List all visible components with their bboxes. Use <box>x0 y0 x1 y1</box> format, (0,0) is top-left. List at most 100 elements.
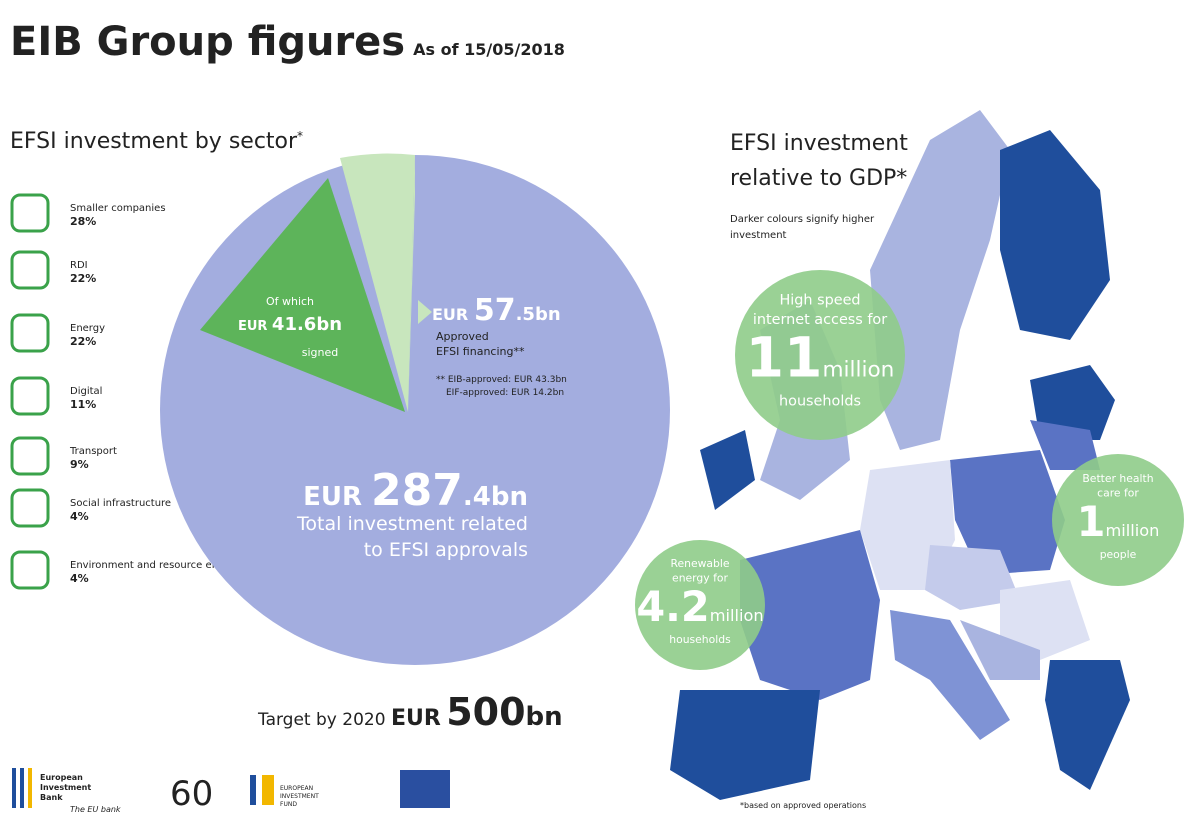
bubble-unit: million <box>822 358 894 383</box>
logos <box>12 768 450 808</box>
total-whole: 287 <box>371 465 463 516</box>
poland <box>950 450 1065 575</box>
sector-list: Smaller companies28%RDI22%Energy22%Digit… <box>10 193 254 590</box>
signed-amount: EUR 41.6bn <box>238 314 342 335</box>
sector-icon <box>10 436 50 476</box>
approved-wedge-edge <box>408 155 415 412</box>
sector-share: 9% <box>70 458 89 471</box>
map-legend: Darker colours signify higher <box>730 214 875 225</box>
pointer <box>418 300 432 324</box>
title-text: EIB Group figures <box>10 19 405 65</box>
date: As of 15/05/2018 <box>413 40 565 59</box>
target: Target by 2020 EUR 500bn <box>257 690 563 734</box>
signed-number: 41.6bn <box>272 314 342 335</box>
total-label: Total investment related <box>296 513 528 535</box>
signed-currency: EUR <box>238 319 267 334</box>
sector-name: Environment and resource efficiency <box>70 560 254 571</box>
logo-text: Bank <box>40 793 63 802</box>
logo-text: INVESTMENT <box>280 793 319 800</box>
logo-60: 60 <box>170 774 213 814</box>
sector-share: 4% <box>70 572 89 585</box>
signed-wedge <box>200 178 405 412</box>
approved-fraction: .5bn <box>516 304 561 325</box>
bubble-number: 1 <box>1077 498 1106 546</box>
sector-heading: EFSI investment by sector* <box>10 129 303 154</box>
total-label: to EFSI approvals <box>364 539 528 561</box>
bubble-text: energy for <box>672 572 728 585</box>
target-number: 500 <box>446 690 525 734</box>
bubble-figure: 1million <box>1077 498 1160 546</box>
map-heading: relative to GDP* <box>730 166 907 191</box>
bubble <box>1052 454 1184 586</box>
bubble-text: care for <box>1097 487 1139 500</box>
bubble-text: Better health <box>1082 472 1153 485</box>
sector-share: 22% <box>70 272 96 285</box>
sector-share: 28% <box>70 215 96 228</box>
sector-icon <box>10 550 50 590</box>
bubble-text: Renewable <box>670 557 729 570</box>
lithuania <box>1030 420 1100 470</box>
approved-currency: EUR <box>432 305 468 324</box>
signed-intro: Of which <box>266 295 314 308</box>
sector-name: Energy <box>70 323 105 334</box>
bubble-text: people <box>1100 548 1137 561</box>
logo-bar <box>262 775 274 805</box>
logo-bar <box>20 768 24 808</box>
france <box>740 530 880 700</box>
sector-heading-text: EFSI investment by sector <box>10 129 298 154</box>
sector-icon <box>10 376 50 416</box>
italy <box>890 610 1010 740</box>
bubble-figure: 11million <box>746 327 895 391</box>
approved-wedge <box>340 153 415 412</box>
sector-icon <box>10 193 50 233</box>
logo-bar <box>12 768 16 808</box>
bubble-text: households <box>779 393 861 409</box>
approved-whole: 57 <box>474 293 516 328</box>
iberia <box>670 690 820 800</box>
bubble-text: internet access for <box>753 312 887 328</box>
map-heading: EFSI investment <box>730 131 908 156</box>
title: EIB Group figures As of 15/05/2018 <box>10 19 565 65</box>
approved-note: EIF-approved: EUR 14.2bn <box>446 388 564 398</box>
logo-text: The EU bank <box>70 805 121 814</box>
target-unit: bn <box>526 702 563 732</box>
logo-text: Investment <box>40 783 91 792</box>
sector-share: 4% <box>70 510 89 523</box>
approved-label: EFSI financing** <box>436 345 525 358</box>
target-label: Target by 2020 <box>257 710 386 730</box>
bubble-text: High speed <box>779 293 860 309</box>
balkans <box>960 620 1040 680</box>
logo-bar <box>28 768 32 808</box>
logo-bar <box>250 775 256 805</box>
bubble-figure: 4.2million <box>636 583 763 631</box>
sector-name: RDI <box>70 260 88 271</box>
total-circle <box>160 155 670 665</box>
signed-suffix: signed <box>302 346 339 359</box>
baltics <box>1030 365 1115 440</box>
sector-name: Social infrastructure <box>70 498 171 509</box>
sector-share: 11% <box>70 398 96 411</box>
ireland <box>700 430 755 510</box>
bubble-number: 11 <box>746 327 823 391</box>
map <box>670 110 1130 800</box>
bubble <box>735 270 905 440</box>
approved-note: ** EIB-approved: EUR 43.3bn <box>436 375 567 385</box>
eu-flag <box>400 770 450 808</box>
finland <box>1000 130 1110 340</box>
total-fraction: .4bn <box>463 482 528 512</box>
sector-icon <box>10 313 50 353</box>
sector-name: Smaller companies <box>70 203 166 214</box>
bubble-unit: million <box>1105 521 1159 540</box>
approved-label: Approved <box>436 330 489 343</box>
sector-name: Transport <box>69 446 117 457</box>
bubble-number: 4.2 <box>636 583 709 631</box>
sector-icon <box>10 488 50 528</box>
approved-amount: EUR 57.5bn <box>432 293 561 328</box>
sector-icon <box>10 250 50 290</box>
bubble <box>635 540 765 670</box>
romania <box>1000 580 1090 660</box>
sector-share: 22% <box>70 335 96 348</box>
logo-text: European <box>40 773 83 782</box>
